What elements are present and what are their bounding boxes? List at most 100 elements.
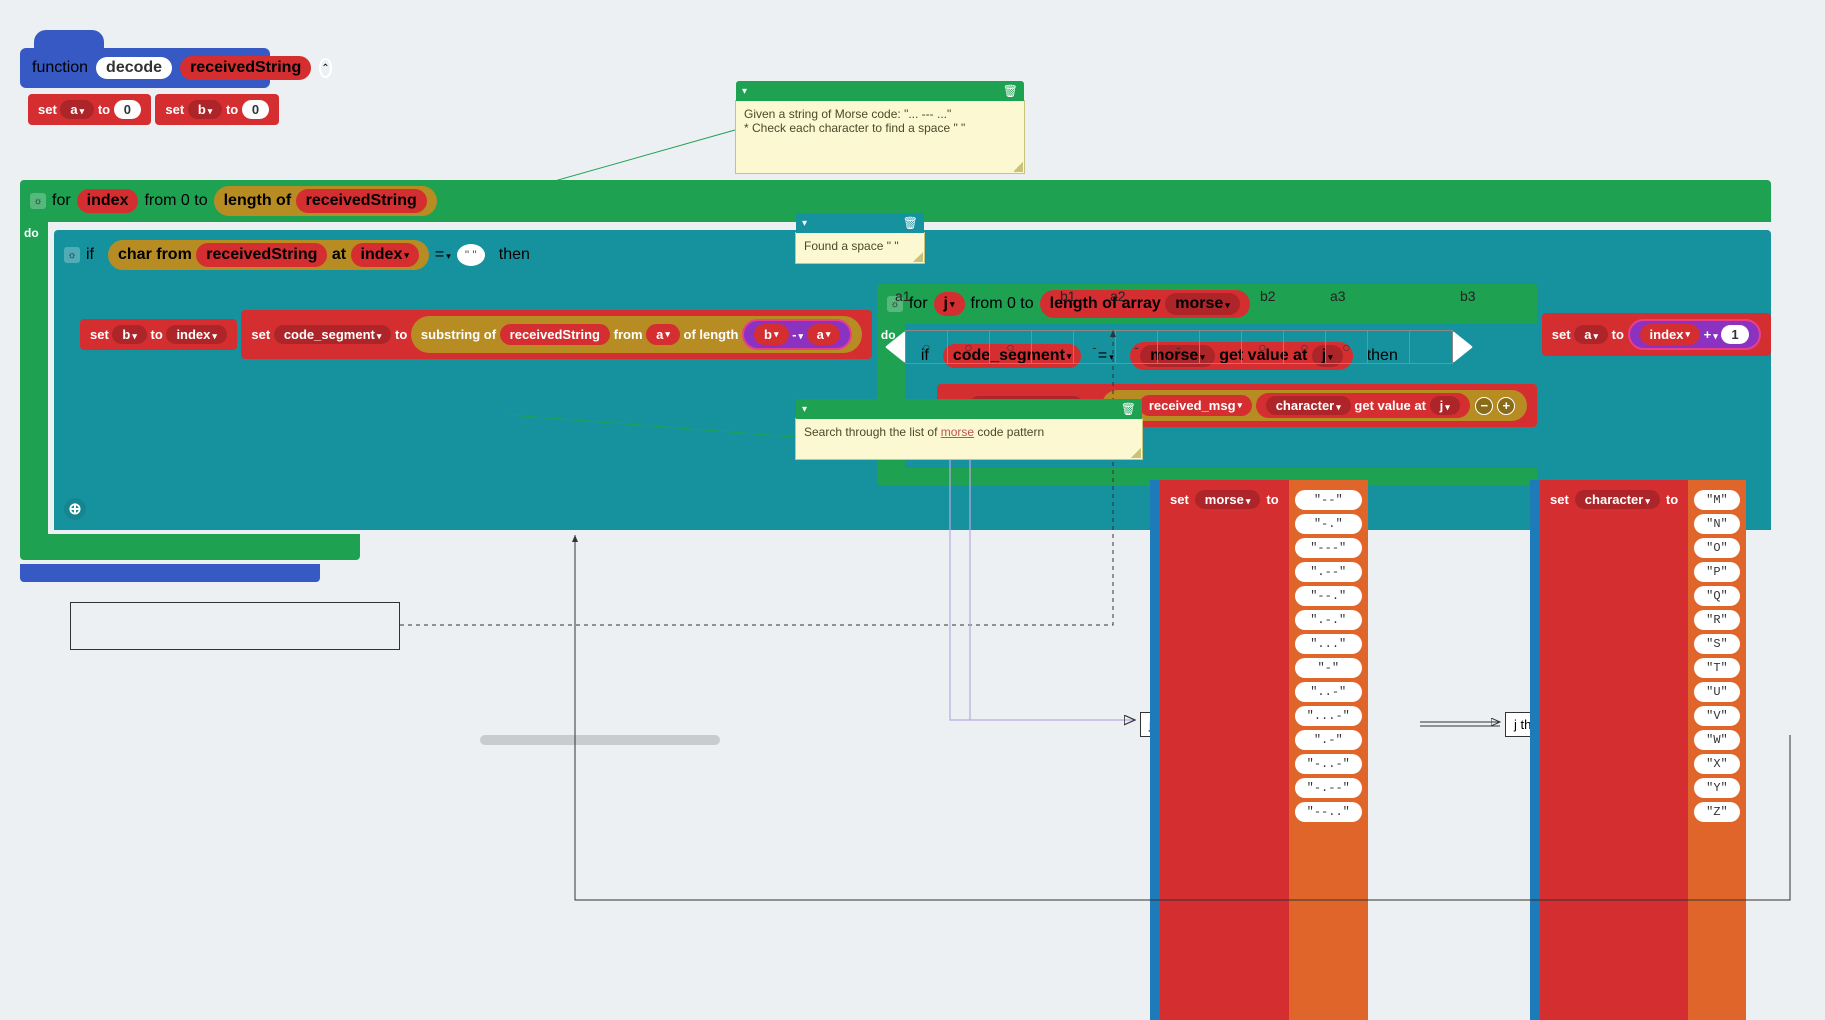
array-item[interactable]: "---"	[1295, 538, 1362, 558]
comment-note-3[interactable]: ▾🗑 Search through the list of morse code…	[795, 418, 1143, 460]
array-item[interactable]: "S"	[1694, 634, 1740, 654]
j-dd[interactable]: j▾	[1430, 396, 1460, 415]
function-name-field[interactable]: decode	[96, 57, 172, 79]
char-from-block[interactable]: char from receivedString at index▾	[108, 240, 429, 270]
eq-dd[interactable]: =▾	[435, 246, 451, 264]
plus-icon[interactable]: +	[1497, 397, 1515, 415]
chevron-down-icon[interactable]: ▾	[802, 218, 807, 229]
trash-icon[interactable]: 🗑	[903, 216, 918, 230]
trash-icon[interactable]: 🗑	[1003, 84, 1018, 98]
var-a-dd[interactable]: a▾	[60, 100, 94, 119]
resize-handle[interactable]	[913, 252, 923, 262]
join-block[interactable]: join received_msg▾ character▾ get value …	[1102, 390, 1527, 421]
morse-dd[interactable]: morse▾	[1195, 490, 1261, 509]
array-item[interactable]: "-"	[1295, 658, 1362, 678]
note-text: Given a string of Morse code: "... --- .…	[744, 107, 1016, 121]
array-item[interactable]: "P"	[1694, 562, 1740, 582]
array-item[interactable]: "T"	[1694, 658, 1740, 678]
b-dd[interactable]: b▾	[754, 324, 788, 345]
array-item[interactable]: "-."	[1295, 514, 1362, 534]
set-a-0-block[interactable]: set a▾ to 0	[28, 94, 151, 125]
plus-dd[interactable]: +▾	[1704, 327, 1718, 342]
var-b-dd[interactable]: b▾	[188, 100, 222, 119]
array-item[interactable]: "X"	[1694, 754, 1740, 774]
resize-handle[interactable]	[1131, 448, 1141, 458]
block-canvas[interactable]: function decode receivedString ⌃ set a▾ …	[0, 0, 1825, 1013]
value-0[interactable]: 0	[242, 100, 269, 119]
value-0[interactable]: 0	[114, 100, 141, 119]
array-item[interactable]: "U"	[1694, 682, 1740, 702]
index-dd[interactable]: index▾	[351, 243, 419, 267]
length-of-block[interactable]: length of receivedString	[214, 186, 437, 216]
array-item[interactable]: ".-."	[1295, 610, 1362, 630]
a-dd[interactable]: a▾	[807, 324, 841, 345]
gear-icon[interactable]: ☼	[30, 193, 46, 209]
trash-icon[interactable]: 🗑	[1121, 402, 1136, 416]
literal-1[interactable]: 1	[1721, 325, 1748, 344]
table-cell: ○	[1284, 331, 1326, 363]
resize-handle[interactable]	[1013, 162, 1023, 172]
index-dd[interactable]: index▾	[1640, 324, 1701, 345]
array-item[interactable]: "Q"	[1694, 586, 1740, 606]
array-item[interactable]: "M"	[1694, 490, 1740, 510]
a-dd[interactable]: a▾	[646, 324, 680, 345]
character-dd[interactable]: character▾	[1575, 490, 1660, 509]
comment-note-2[interactable]: ▾🗑 Found a space " "	[795, 232, 925, 264]
code-segment-dd[interactable]: code_segment▾	[274, 325, 392, 344]
index-var[interactable]: index	[77, 189, 139, 213]
function-definition-block[interactable]: function decode receivedString ⌃	[20, 30, 270, 88]
array-item[interactable]: "N"	[1694, 514, 1740, 534]
collapse-icon[interactable]: ⌃	[319, 58, 331, 78]
received-string-ref[interactable]: receivedString	[296, 189, 427, 213]
array-item[interactable]: "Y"	[1694, 778, 1740, 798]
array-item[interactable]: "...-"	[1295, 706, 1362, 726]
morse-dd[interactable]: morse▾	[1165, 293, 1240, 315]
add-block[interactable]: index▾ +▾ 1	[1628, 319, 1761, 350]
received-string-ref[interactable]: receivedString	[196, 243, 327, 267]
chevron-down-icon[interactable]: ▾	[742, 86, 747, 97]
received-string-ref[interactable]: receivedString	[500, 324, 610, 345]
character-get-block[interactable]: character▾ get value at j▾	[1256, 393, 1470, 418]
subtract-block[interactable]: b▾ -▾ a▾	[742, 319, 852, 350]
array-item[interactable]: "V"	[1694, 706, 1740, 726]
var-b-dd[interactable]: b▾	[112, 325, 146, 344]
character-array-block[interactable]: set character▾ to "M""N""O""P""Q""R""S""…	[1530, 480, 1746, 1020]
array-item[interactable]: "--"	[1295, 490, 1362, 510]
array-item[interactable]: "..-"	[1295, 682, 1362, 702]
array-item[interactable]: "R"	[1694, 610, 1740, 630]
set-b-0-block[interactable]: set b▾ to 0	[155, 94, 279, 125]
var-a-dd[interactable]: a▾	[1574, 325, 1608, 344]
chevron-down-icon[interactable]: ▾	[802, 404, 807, 415]
minus-dd[interactable]: -▾	[792, 327, 803, 342]
j-dd[interactable]: j▾	[934, 292, 965, 316]
array-item[interactable]: "O"	[1694, 538, 1740, 558]
function-param[interactable]: receivedString	[180, 56, 311, 80]
array-item[interactable]: "..."	[1295, 634, 1362, 654]
gear-icon[interactable]: ☼	[64, 247, 80, 263]
table-cell: -	[1116, 331, 1158, 363]
space-literal[interactable]: " "	[457, 244, 485, 266]
received-msg-dd[interactable]: received_msg▾	[1139, 395, 1252, 416]
if-space-block[interactable]: ☼ if char from receivedString at index▾ …	[54, 230, 1771, 530]
array-item[interactable]: "Z"	[1694, 802, 1740, 822]
array-item[interactable]: "--."	[1295, 586, 1362, 606]
substring-block[interactable]: substring of receivedString from a▾ of l…	[411, 316, 862, 353]
to-kw: to	[226, 102, 238, 117]
horizontal-scrollbar[interactable]	[480, 735, 720, 745]
set-a-index-plus-1-block[interactable]: set a▾ to index▾ +▾ 1	[1542, 313, 1771, 356]
character-dd[interactable]: character▾	[1266, 396, 1351, 415]
set-b-index-block[interactable]: set b▾ to index▾	[80, 319, 237, 350]
array-item[interactable]: "--.."	[1295, 802, 1362, 822]
array-item[interactable]: "-.--"	[1295, 778, 1362, 798]
array-item[interactable]: "-..-"	[1295, 754, 1362, 774]
morse-array-block[interactable]: set morse▾ to "--""-.""---"".--""--."".-…	[1150, 480, 1368, 1020]
index-dd[interactable]: index▾	[166, 325, 227, 344]
comment-note-1[interactable]: ▾🗑 Given a string of Morse code: "... --…	[735, 100, 1025, 174]
array-item[interactable]: ".-"	[1295, 730, 1362, 750]
set-code-segment-block[interactable]: set code_segment▾ to substring of receiv…	[241, 310, 872, 359]
array-item[interactable]: ".--"	[1295, 562, 1362, 582]
add-branch-icon[interactable]: ⊕	[64, 498, 86, 520]
note-text: * Check each character to find a space "…	[744, 121, 1016, 135]
array-item[interactable]: "W"	[1694, 730, 1740, 750]
minus-icon[interactable]: −	[1475, 397, 1493, 415]
